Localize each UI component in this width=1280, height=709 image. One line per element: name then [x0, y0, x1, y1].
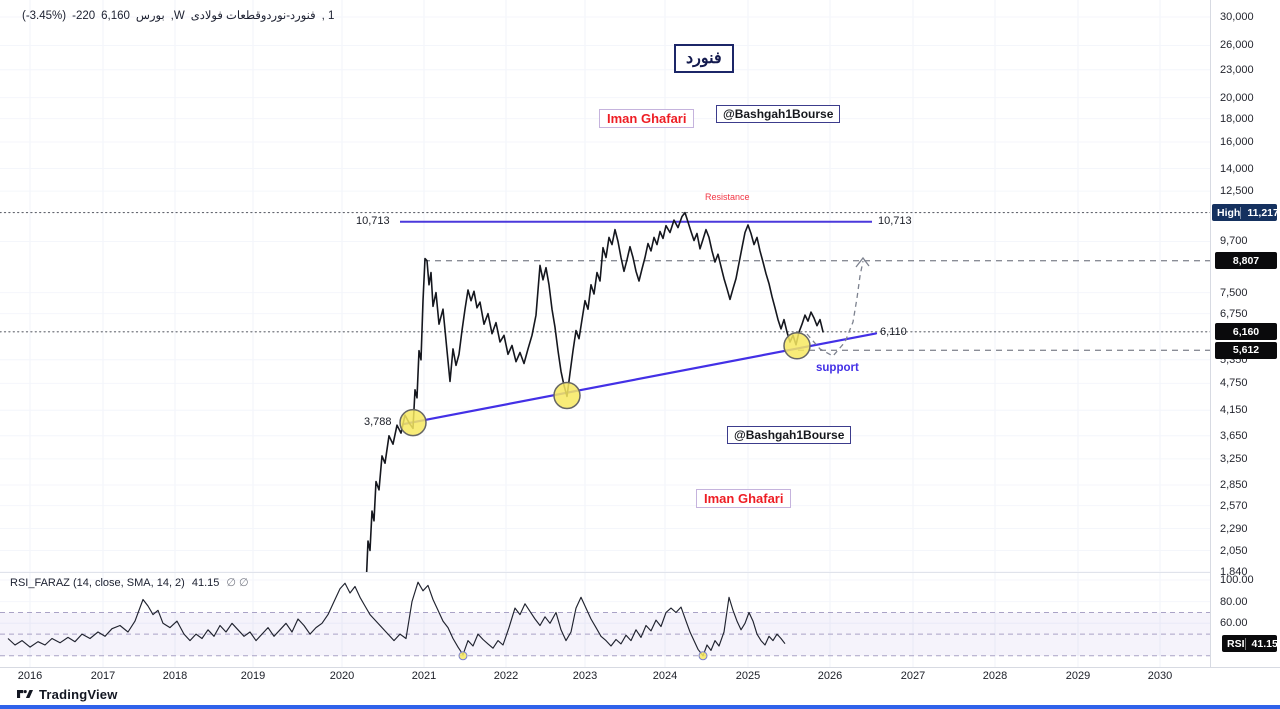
footer-bar: TradingView: [0, 683, 1280, 705]
time-axis-year-label: 2025: [735, 670, 761, 682]
axis-tick-label: 60.00: [1220, 617, 1248, 630]
time-axis-year-label: 2017: [90, 670, 116, 682]
time-axis-year-label: 2029: [1065, 670, 1091, 682]
last-price-badge: 6,160: [1215, 323, 1277, 341]
legend-market: بورس: [135, 10, 165, 22]
author-label-bottom[interactable]: Iman Ghafari: [696, 489, 792, 508]
author-label-top[interactable]: Iman Ghafari: [599, 109, 695, 128]
high-badge-label: High: [1217, 206, 1241, 219]
price-chart-canvas[interactable]: [0, 0, 1210, 667]
channel-label-top[interactable]: @Bashgah1Bourse: [716, 105, 841, 123]
time-axis-year-label: 2026: [817, 670, 843, 682]
time-axis-year-label: 2018: [162, 670, 188, 682]
axis-tick-label: 1,840: [1220, 566, 1248, 578]
axis-tick-label: 2,050: [1220, 544, 1248, 557]
axis-tick-label: 100.00: [1220, 574, 1254, 586]
axis-tick-label: 80.00: [1220, 595, 1248, 608]
axis-tick-label: 23,000: [1220, 63, 1254, 76]
time-axis-year-label: 2021: [411, 670, 437, 682]
legend-symbol: فنورد-نوردوقطعات فولادی: [190, 10, 316, 22]
rsi-badge-value: 41.15: [1244, 637, 1278, 650]
axis-tick-label: 14,000: [1220, 162, 1254, 175]
axis-tick-label: 26,000: [1220, 39, 1254, 52]
tradingview-brand-text[interactable]: TradingView: [39, 686, 118, 702]
time-axis-year-label: 2027: [900, 670, 926, 682]
time-axis[interactable]: 2016 2017 2018 2019 2020 2021 2022 2023 2024 2025…: [0, 667, 1280, 683]
axis-tick-label: 7,500: [1220, 286, 1248, 299]
price-axis[interactable]: High 11,217 8,807 6,160 5,612 RSI 41.15 …: [1210, 0, 1280, 683]
trendline-price-label: 6,110: [880, 326, 907, 338]
bottom-accent-bar: [0, 705, 1280, 709]
symbol-legend[interactable]: (-3.45%) -220 6,160 بورس ,W فنورد-نوردوق…: [22, 8, 334, 22]
indicator-legend[interactable]: RSI_FARAZ (14, close, SMA, 14, 2) 41.15 …: [10, 576, 249, 589]
trendline-origin-label: 3,788: [364, 416, 392, 428]
axis-tick-label: 12,500: [1220, 185, 1254, 198]
time-axis-year-label: 2020: [329, 670, 355, 682]
axis-tick-label: 2,290: [1220, 522, 1248, 535]
axis-tick-label: 20,000: [1220, 91, 1254, 104]
indicator-extra-values: ∅ ∅: [226, 577, 249, 589]
high-badge-value: 11,217: [1240, 206, 1279, 219]
resistance-price-label-left: 10,713: [356, 215, 390, 227]
resistance-price-label-right: 10,713: [878, 215, 912, 227]
stop-price-badge: 5,612: [1215, 341, 1277, 359]
channel-label-bottom[interactable]: @Bashgah1Bourse: [727, 426, 852, 444]
rsi-value-badge: RSI 41.15: [1222, 635, 1278, 653]
time-axis-year-label: 2023: [572, 670, 598, 682]
axis-tick-label: 18,000: [1220, 112, 1254, 125]
legend-change: -220: [72, 10, 96, 22]
axis-tick-label: 4,150: [1220, 404, 1248, 417]
time-axis-year-label: 2024: [652, 670, 678, 682]
axis-tick-label: 2,850: [1220, 479, 1248, 491]
resistance-text-label[interactable]: Resistance: [705, 192, 750, 202]
legend-change-pct: (-3.45%): [22, 10, 67, 22]
indicator-value: 41.15: [191, 577, 220, 589]
axis-tick-label: 6,750: [1220, 307, 1248, 320]
time-axis-year-label: 2016: [17, 670, 43, 682]
symbol-title-box[interactable]: فنورد: [674, 44, 734, 73]
legend-suffix: , 1: [321, 10, 335, 22]
axis-tick-label: 9,700: [1220, 235, 1248, 248]
time-axis-year-label: 2022: [493, 670, 519, 682]
axis-tick-label: 2,570: [1220, 499, 1248, 512]
legend-price: 6,160: [101, 10, 130, 22]
legend-interval: ,W: [170, 10, 185, 22]
axis-tick-label: 16,000: [1220, 135, 1254, 148]
time-axis-year-label: 2019: [240, 670, 266, 682]
time-axis-year-label: 2028: [982, 670, 1008, 682]
support-text-label[interactable]: support: [816, 362, 859, 374]
tradingview-logo-icon[interactable]: [17, 688, 33, 701]
high-price-badge: High 11,217: [1212, 204, 1279, 222]
target-price-badge: 8,807: [1215, 252, 1277, 270]
axis-tick-label: 30,000: [1220, 11, 1254, 23]
indicator-name: RSI_FARAZ (14, close, SMA, 14, 2): [10, 577, 185, 589]
axis-tick-label: 3,250: [1220, 452, 1248, 465]
rsi-badge-label: RSI: [1227, 637, 1245, 650]
axis-tick-label: 3,650: [1220, 429, 1248, 442]
axis-tick-label: 4,750: [1220, 377, 1248, 390]
time-axis-year-label: 2030: [1147, 670, 1173, 682]
pane-divider[interactable]: [0, 572, 1280, 573]
